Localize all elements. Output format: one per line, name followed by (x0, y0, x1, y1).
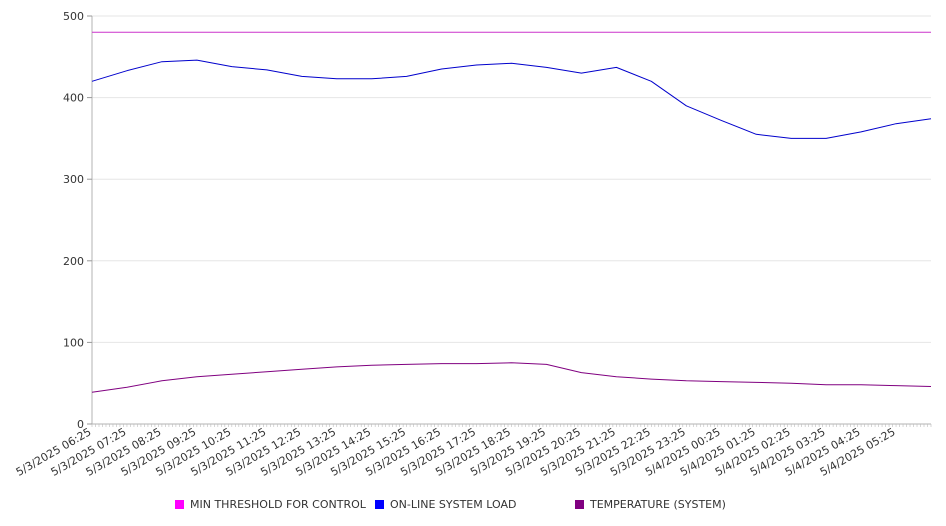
legend-swatch (575, 500, 584, 509)
legend-swatch (375, 500, 384, 509)
legend-item-temperature: TEMPERATURE (SYSTEM) (575, 498, 726, 511)
legend-item-min-threshold: MIN THRESHOLD FOR CONTROL (175, 498, 366, 511)
series-line-1 (91, 59, 932, 139)
series-lines (91, 31, 932, 393)
y-axis-ticks: 0 100 200 300 400 500 (63, 10, 92, 431)
legend-swatch (175, 500, 184, 509)
y-tick-label: 200 (63, 255, 84, 268)
legend-label: MIN THRESHOLD FOR CONTROL (190, 498, 366, 511)
y-tick-label: 400 (63, 92, 84, 105)
y-tick-label: 0 (77, 418, 84, 431)
legend-item-system-load: ON-LINE SYSTEM LOAD (375, 498, 516, 511)
gridlines (92, 15, 931, 343)
series-line-2 (91, 362, 932, 393)
x-axis-ticks: 5/3/2025 06:255/3/2025 07:255/3/2025 08:… (14, 424, 932, 479)
legend: MIN THRESHOLD FOR CONTROL ON-LINE SYSTEM… (175, 498, 875, 514)
legend-label: ON-LINE SYSTEM LOAD (390, 498, 517, 511)
y-tick-label: 500 (63, 10, 84, 23)
y-tick-label: 300 (63, 173, 84, 186)
y-tick-label: 100 (63, 336, 84, 349)
legend-label: TEMPERATURE (SYSTEM) (590, 498, 726, 511)
